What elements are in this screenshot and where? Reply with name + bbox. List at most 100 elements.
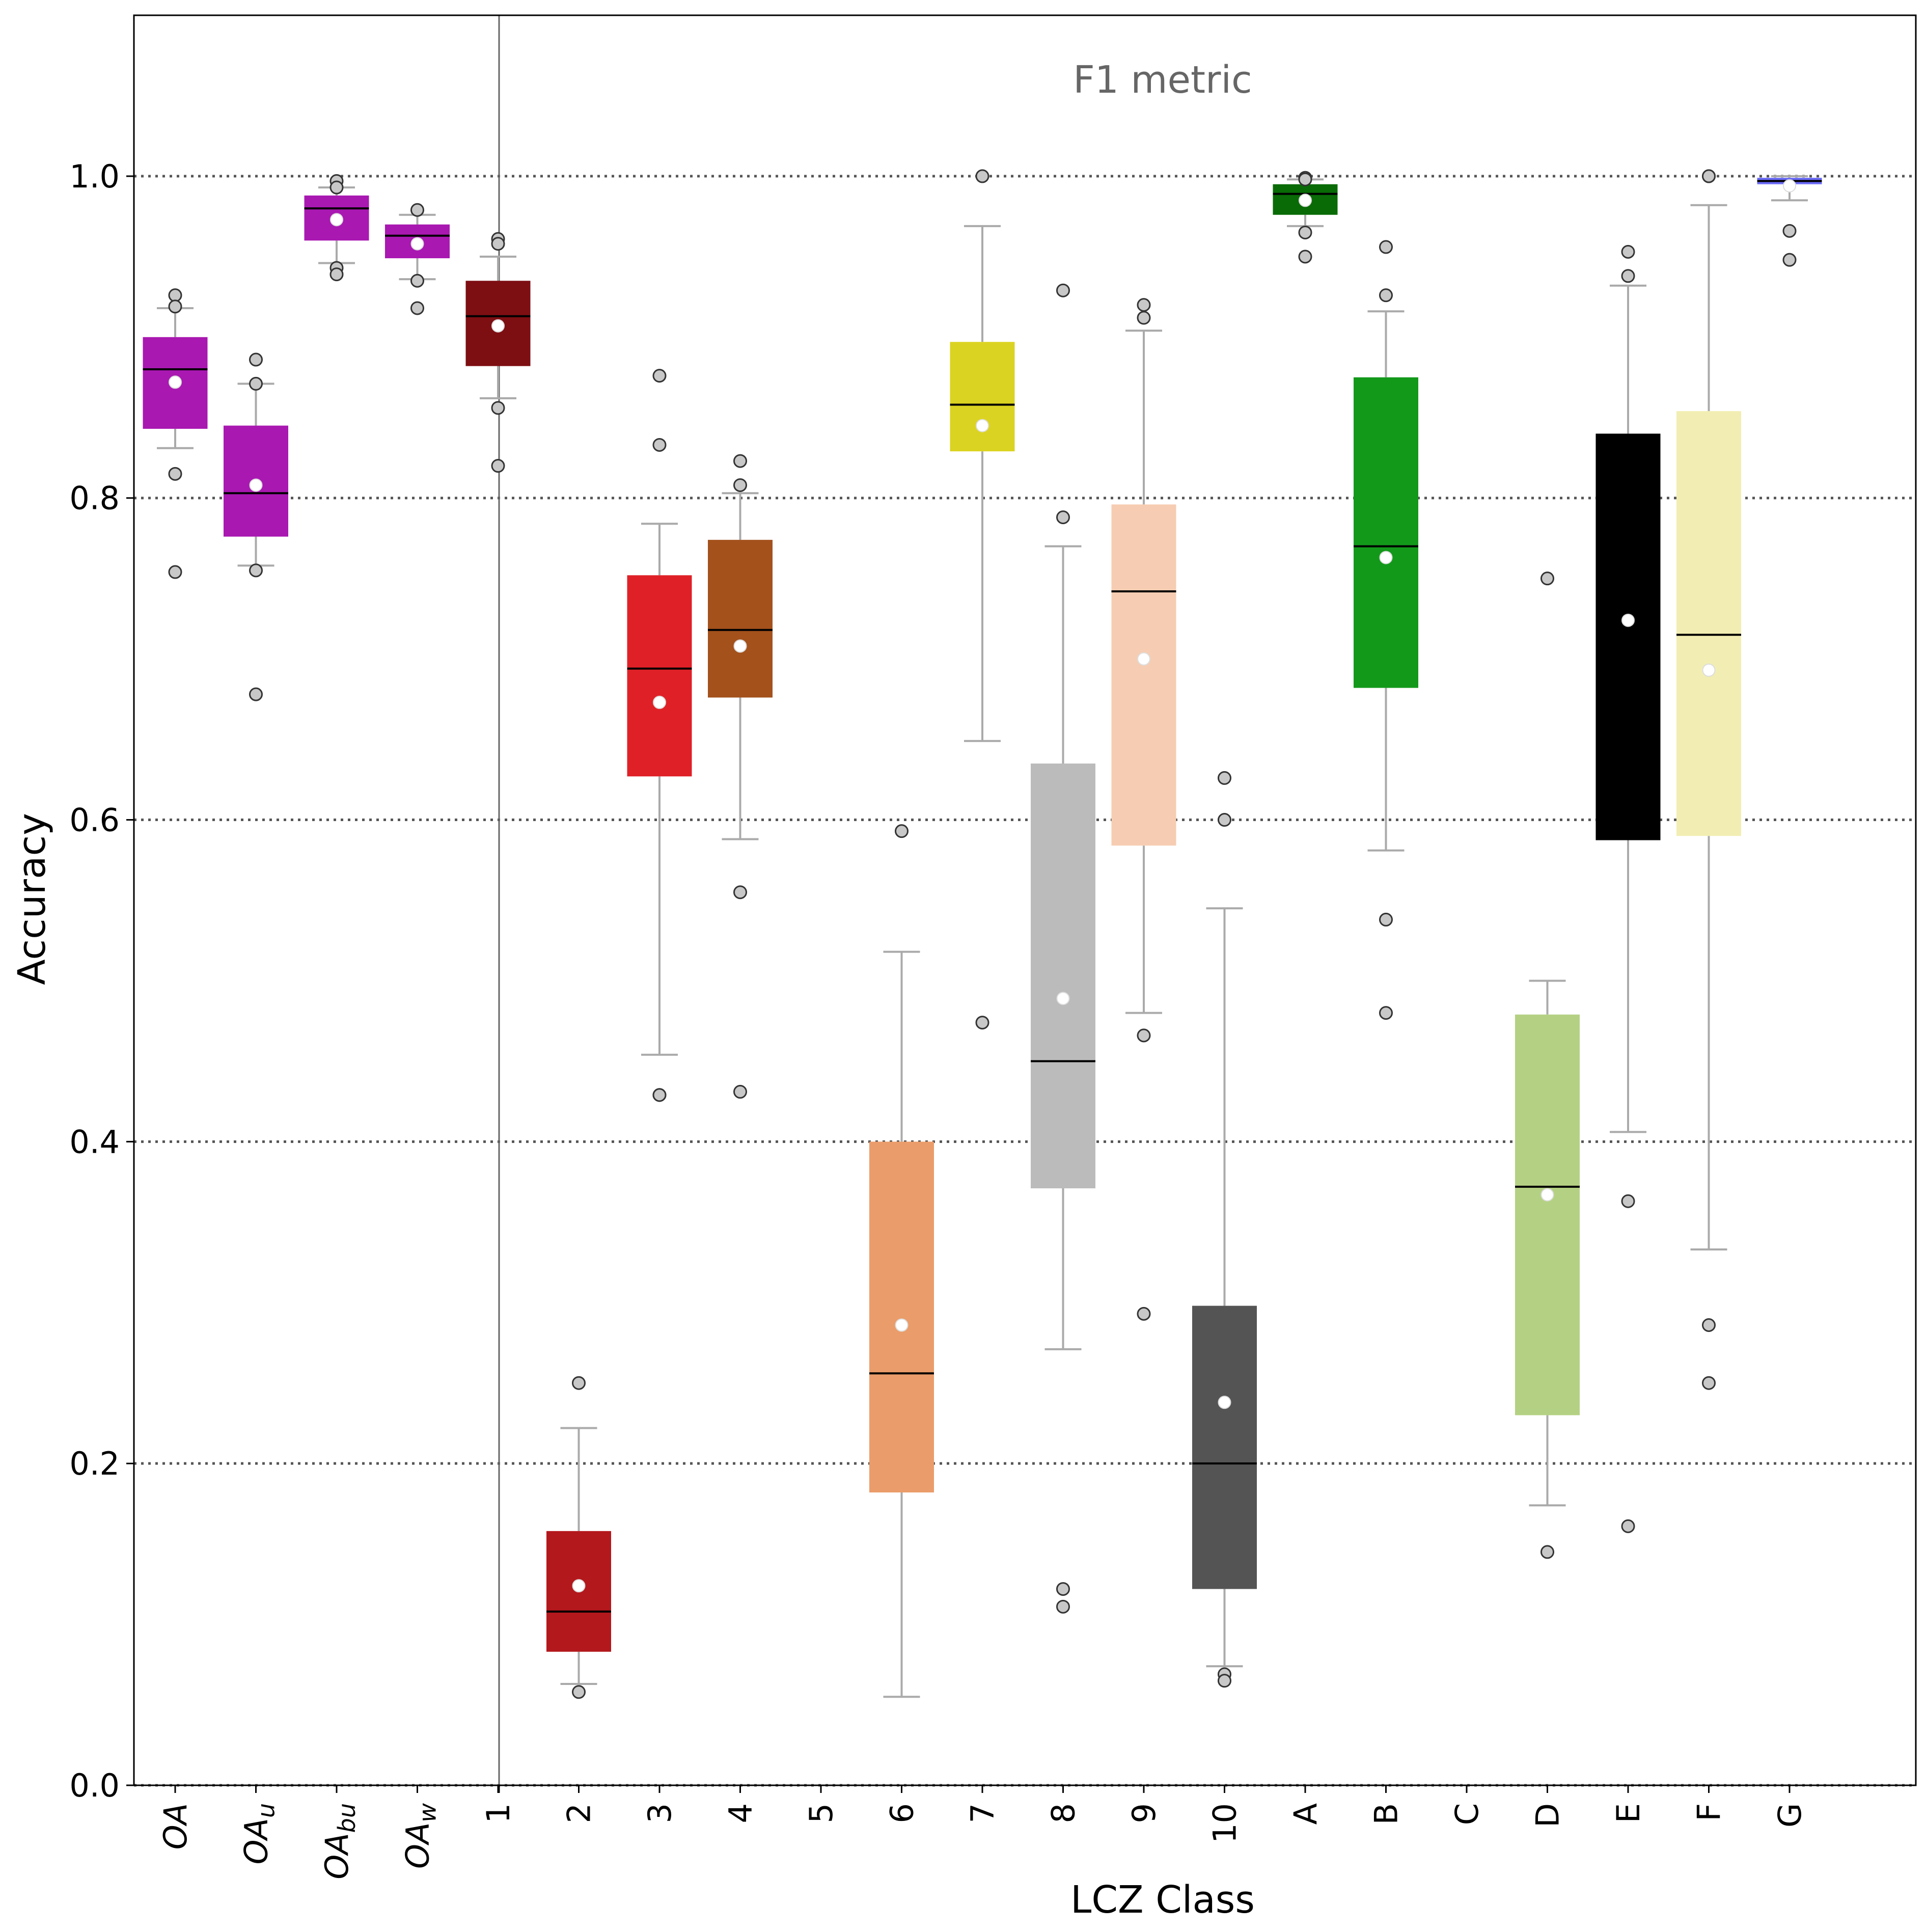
mean-marker — [491, 319, 505, 333]
outlier-point — [1056, 283, 1070, 297]
outlier-point — [1056, 1599, 1070, 1614]
x-tick-label: G — [1771, 1803, 1808, 1828]
box-3 — [627, 369, 692, 1102]
y-axis-label: Accuracy — [10, 813, 54, 985]
box-A — [1273, 171, 1338, 264]
y-tick-label: 0.6 — [69, 802, 120, 839]
mean-marker — [976, 419, 989, 432]
outlier-point — [168, 288, 182, 303]
outlier-point — [1702, 1376, 1716, 1390]
box-body — [1595, 433, 1661, 839]
box-body — [869, 1141, 934, 1493]
outlier-point — [1379, 240, 1393, 254]
outlier-point — [491, 459, 505, 473]
x-tick-label: OAw — [399, 1803, 442, 1869]
outlier-point — [1621, 1194, 1635, 1208]
mean-marker — [249, 478, 263, 492]
box-4 — [708, 454, 773, 1099]
outlier-point — [1379, 288, 1393, 303]
outlier-point — [410, 301, 424, 315]
outlier-point — [410, 274, 424, 288]
outlier-point — [652, 1088, 667, 1102]
outlier-point — [1782, 224, 1797, 238]
outlier-point — [168, 300, 182, 314]
box-F — [1676, 169, 1741, 1390]
mean-marker — [733, 639, 747, 653]
x-tick-label: OAu — [238, 1803, 280, 1864]
outlier-point — [249, 376, 263, 391]
x-tick-label: 3 — [641, 1803, 678, 1823]
mean-marker — [1540, 1188, 1554, 1202]
outlier-point — [168, 565, 182, 579]
outlier-point — [1298, 250, 1312, 264]
outlier-point — [249, 687, 263, 701]
mean-marker — [572, 1579, 586, 1593]
x-tick-label: D — [1529, 1803, 1566, 1828]
outlier-point — [329, 267, 344, 282]
outlier-point — [1702, 169, 1716, 183]
outlier-point — [733, 1084, 747, 1099]
box-body — [1515, 1014, 1580, 1416]
outlier-point — [1621, 244, 1635, 259]
outlier-point — [491, 401, 505, 415]
outlier-point — [1298, 225, 1312, 239]
outlier-point — [1137, 298, 1151, 312]
mean-marker — [1056, 992, 1070, 1005]
outlier-point — [1218, 771, 1231, 785]
mean-marker — [330, 213, 343, 227]
x-tick-label: 6 — [884, 1803, 921, 1823]
outlier-point — [1379, 912, 1393, 927]
x-tick-label: 9 — [1125, 1803, 1163, 1823]
x-tick-label: 5 — [803, 1803, 840, 1823]
y-tick-label: 0.0 — [69, 1767, 120, 1804]
box-body — [1192, 1305, 1257, 1589]
outlier-point — [1540, 1545, 1554, 1559]
mean-marker — [1218, 1396, 1231, 1409]
outlier-point — [1137, 1028, 1151, 1043]
mean-marker — [653, 695, 666, 709]
x-axis-label: LCZ Class — [1070, 1878, 1255, 1922]
outlier-point — [1137, 1307, 1151, 1321]
outlier-point — [329, 180, 344, 195]
mean-marker — [1137, 652, 1150, 666]
outlier-point — [249, 352, 263, 367]
box-body — [1031, 763, 1095, 1188]
box-OAu — [224, 352, 288, 701]
box-G — [1757, 175, 1822, 267]
outlier-point — [733, 885, 747, 900]
outlier-point — [249, 563, 263, 578]
x-tick-label: 2 — [561, 1803, 598, 1823]
outlier-point — [491, 237, 505, 251]
chart-annotation: F1 metric — [1073, 58, 1252, 102]
box-body — [1354, 377, 1418, 688]
box-body — [708, 539, 773, 698]
box-9 — [1111, 298, 1176, 1321]
box-1 — [465, 232, 531, 473]
box-D — [1515, 572, 1580, 1559]
mean-marker — [1621, 613, 1635, 627]
x-tick-label: F — [1691, 1803, 1728, 1821]
box-10 — [1192, 771, 1257, 1688]
x-tick-label: B — [1368, 1803, 1405, 1825]
outlier-point — [975, 1016, 989, 1030]
outlier-point — [410, 203, 424, 217]
outlier-point — [572, 1376, 586, 1390]
outlier-point — [975, 169, 989, 183]
mean-marker — [169, 375, 182, 389]
box-OAbu — [304, 174, 369, 282]
outlier-point — [1056, 510, 1070, 525]
x-tick-label: 7 — [964, 1803, 1001, 1823]
outlier-point — [652, 369, 667, 383]
plot-frame — [133, 14, 1917, 1786]
outlier-point — [652, 438, 667, 452]
outlier-point — [1056, 1582, 1070, 1596]
outlier-point — [895, 824, 909, 838]
outlier-point — [168, 467, 182, 481]
x-tick-label: OAbu — [318, 1803, 361, 1880]
box-7 — [950, 169, 1015, 1030]
x-tick-label: E — [1610, 1803, 1647, 1823]
outlier-point — [1298, 172, 1312, 186]
box-8 — [1031, 283, 1095, 1614]
outlier-point — [1218, 1674, 1231, 1688]
